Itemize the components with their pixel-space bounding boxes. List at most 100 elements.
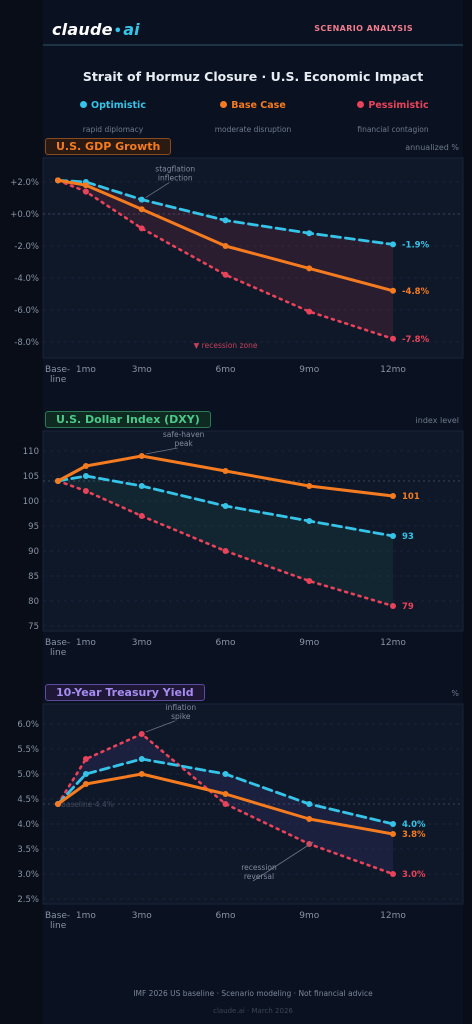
footer-credit: claude.ai · March 2026	[213, 1007, 293, 1015]
optimistic-data-point	[222, 503, 229, 509]
y-tick-label: 3.0%	[17, 870, 39, 880]
x-tick-label: 6mo	[216, 911, 236, 921]
plot-area	[42, 157, 464, 359]
optimistic-end-label: 4.0%	[402, 820, 426, 830]
gdp-chart: +2.0% +0.0% -2.0% -4.0% -6.0% -8.0% Base-line 1…	[10, 157, 464, 385]
annotation-label: recession reversal	[241, 863, 277, 881]
page-title: Strait of Hormuz Closure · U.S. Economic…	[82, 69, 424, 84]
pessimistic-end-label: 79	[402, 602, 414, 612]
pessimistic-data-point	[306, 308, 313, 315]
pessimistic-series-line	[56, 479, 395, 608]
annotation-label: inflation spike	[166, 703, 197, 721]
pessimistic-data-point	[222, 548, 229, 554]
pessimistic-data-point	[390, 603, 396, 609]
pessimistic-data-point	[138, 225, 145, 232]
base-data-point	[82, 463, 89, 469]
x-tick-label: 9mo	[299, 365, 319, 375]
y-tick-label: 3.5%	[17, 845, 39, 855]
base-data-point	[222, 468, 229, 474]
optimistic-data-point	[390, 241, 396, 248]
optimistic-series-line	[56, 757, 395, 826]
x-tick-label: Base-line	[45, 365, 70, 385]
pessimistic-series-line	[56, 732, 395, 876]
x-tick-label: 9mo	[299, 638, 319, 648]
scenario-legend: Optimistic rapid diplomacy Base Case mod…	[43, 100, 463, 140]
optimistic-data-point	[222, 771, 229, 777]
base-data-point	[55, 177, 61, 184]
pessimistic-data-point	[306, 578, 313, 584]
x-tick-label: 9mo	[299, 911, 319, 921]
scenario-range-band	[58, 476, 393, 606]
optimistic-data-point	[306, 230, 313, 237]
optimistic-series-line	[56, 474, 395, 538]
base-series-line	[56, 178, 395, 293]
footer-disclaimer: IMF 2026 US baseline · Scenario modeling…	[133, 989, 373, 998]
base-data-point	[306, 816, 313, 822]
y-tick-label: 100	[23, 497, 39, 507]
x-tick-label: 12mo	[380, 638, 406, 648]
header-tag: SCENARIO ANALYSIS	[314, 24, 413, 33]
base-end-label: 101	[402, 492, 420, 502]
optimistic-dot-icon	[80, 101, 88, 108]
pessimistic-end-label: 3.0%	[402, 870, 426, 880]
plot-area	[42, 430, 464, 632]
dxy-panel-title: U.S. Dollar Index (DXY)	[45, 411, 211, 428]
pessimistic-data-point	[82, 488, 89, 494]
optimistic-data-point	[82, 473, 89, 479]
x-tick-label: 3mo	[132, 638, 152, 648]
optimistic-data-point	[306, 801, 313, 807]
gdp-panel-title: U.S. GDP Growth	[45, 138, 172, 155]
base-series-line	[56, 772, 395, 836]
y-tick-label: 105	[23, 472, 39, 482]
legend-base-case: Base Case moderate disruption	[214, 100, 292, 134]
base-data-point	[55, 478, 61, 484]
annotation-pointer	[145, 720, 175, 733]
base-end-label: -4.8%	[402, 287, 430, 297]
y-tick-label: 75	[28, 622, 39, 632]
pessimistic-data-point	[138, 731, 145, 737]
optimistic-end-label: -1.9%	[402, 240, 430, 250]
y-tick-label: 110	[23, 447, 39, 457]
base-data-point	[82, 781, 89, 787]
x-tick-label: 3mo	[132, 911, 152, 921]
y-tick-label: 6.0%	[17, 720, 39, 730]
x-tick-label: 6mo	[216, 638, 236, 648]
y-tick-label: 2.5%	[17, 895, 39, 905]
base-series-line	[56, 454, 395, 498]
pessimistic-data-point	[82, 756, 89, 762]
x-tick-label: 1mo	[76, 638, 96, 648]
x-tick-label: Base-line	[45, 911, 70, 931]
pessimistic-data-point	[390, 335, 396, 342]
y-tick-label: 5.5%	[17, 745, 39, 755]
base-data-point	[390, 831, 396, 837]
pessimistic-dot-icon	[357, 101, 365, 108]
base-data-point	[390, 493, 396, 499]
base-data-point	[138, 453, 145, 459]
optimistic-data-point	[138, 196, 145, 203]
header: claude•ai SCENARIO ANALYSIS	[43, 0, 463, 46]
base-data-point	[55, 801, 61, 807]
y-tick-label: -4.0%	[14, 274, 39, 284]
y-tick-label: 85	[28, 572, 39, 582]
legend-optimistic: Optimistic rapid diplomacy	[43, 100, 183, 134]
y-tick-label: 95	[28, 522, 39, 532]
pessimistic-data-point	[222, 801, 229, 807]
y-tick-label: 4.5%	[17, 795, 39, 805]
x-tick-label: 12mo	[380, 365, 406, 375]
annotation-pointer	[145, 182, 170, 198]
treasury-panel-title: 10-Year Treasury Yield	[45, 684, 205, 701]
annotation-label: safe-haven peak	[163, 430, 205, 448]
base-end-label: 3.8%	[402, 830, 426, 840]
y-tick-label: 80	[28, 597, 39, 607]
base-data-point	[222, 791, 229, 797]
pessimistic-data-point	[82, 188, 89, 195]
base-data-point	[306, 265, 313, 272]
y-tick-label: +0.0%	[10, 210, 39, 220]
scenario-range-band	[58, 180, 393, 339]
base-data-point	[138, 206, 145, 213]
optimistic-data-point	[222, 217, 229, 224]
annotation-pointer	[145, 447, 178, 455]
dxy-unit-label: index level	[415, 416, 459, 425]
base-data-point	[82, 182, 89, 189]
base-data-point	[306, 483, 313, 489]
